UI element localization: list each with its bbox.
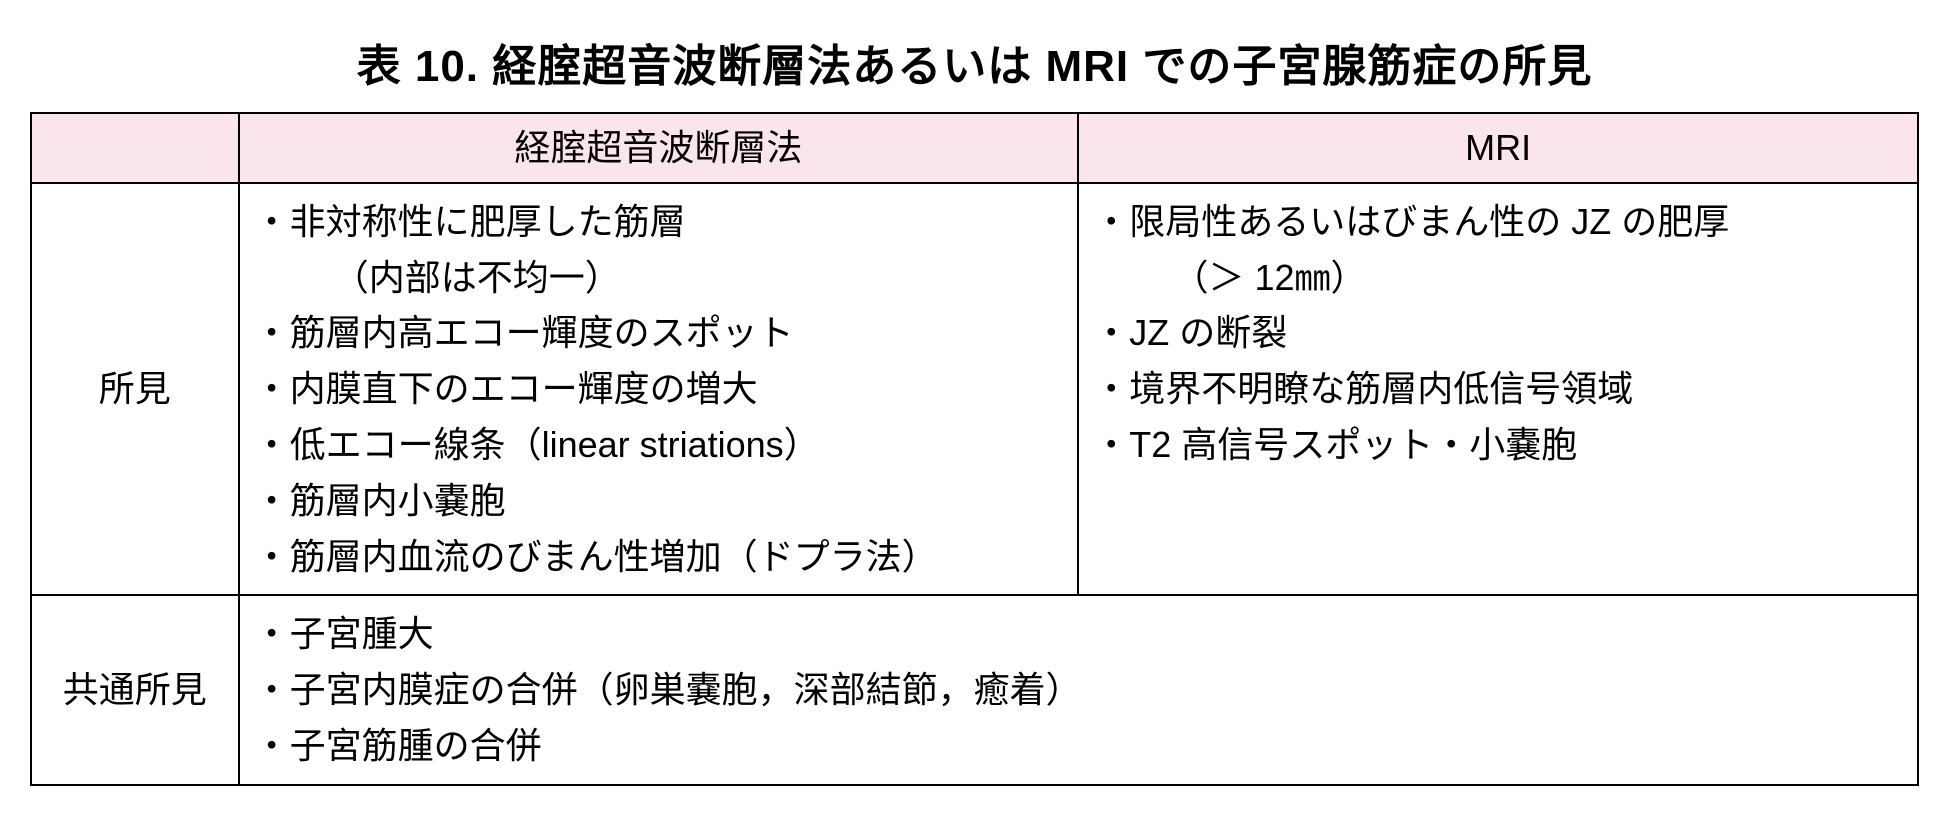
- list-item: 非対称性に肥厚した筋層（内部は不均一）: [254, 194, 1064, 306]
- list-item-sub: （内部は不均一）: [293, 250, 1063, 306]
- list-item: 子宮筋腫の合併: [254, 718, 1903, 774]
- header-usg: 経腟超音波断層法: [239, 113, 1079, 183]
- list-item: JZ の断裂: [1093, 305, 1903, 361]
- list-item: 内膜直下のエコー輝度の増大: [254, 361, 1064, 417]
- cell-usg-findings: 非対称性に肥厚した筋層（内部は不均一）筋層内高エコー輝度のスポット内膜直下のエコ…: [239, 183, 1079, 596]
- row-common: 共通所見 子宮腫大子宮内膜症の合併（卵巣嚢胞，深部結節，癒着）子宮筋腫の合併: [31, 595, 1918, 784]
- list-item: 子宮腫大: [254, 606, 1903, 662]
- header-corner: [31, 113, 239, 183]
- cell-common-findings: 子宮腫大子宮内膜症の合併（卵巣嚢胞，深部結節，癒着）子宮筋腫の合併: [239, 595, 1918, 784]
- usg-findings-list: 非対称性に肥厚した筋層（内部は不均一）筋層内高エコー輝度のスポット内膜直下のエコ…: [254, 194, 1064, 585]
- header-row: 経腟超音波断層法 MRI: [31, 113, 1918, 183]
- list-item: 子宮内膜症の合併（卵巣嚢胞，深部結節，癒着）: [254, 662, 1903, 718]
- mri-findings-list: 限局性あるいはびまん性の JZ の肥厚（＞ 12㎜）JZ の断裂境界不明瞭な筋層…: [1093, 194, 1903, 473]
- list-item: 筋層内血流のびまん性増加（ドプラ法）: [254, 529, 1064, 585]
- list-item-sub: （＞ 12㎜）: [1133, 250, 1903, 306]
- cell-mri-findings: 限局性あるいはびまん性の JZ の肥厚（＞ 12㎜）JZ の断裂境界不明瞭な筋層…: [1078, 183, 1918, 596]
- list-item: 限局性あるいはびまん性の JZ の肥厚（＞ 12㎜）: [1093, 194, 1903, 306]
- list-item: 筋層内小嚢胞: [254, 473, 1064, 529]
- row-common-label: 共通所見: [31, 595, 239, 784]
- list-item: T2 高信号スポット・小嚢胞: [1093, 417, 1903, 473]
- list-item: 低エコー線条（linear striations）: [254, 417, 1064, 473]
- row-findings: 所見 非対称性に肥厚した筋層（内部は不均一）筋層内高エコー輝度のスポット内膜直下…: [31, 183, 1918, 596]
- list-item: 境界不明瞭な筋層内低信号領域: [1093, 361, 1903, 417]
- common-findings-list: 子宮腫大子宮内膜症の合併（卵巣嚢胞，深部結節，癒着）子宮筋腫の合併: [254, 606, 1903, 773]
- findings-table: 経腟超音波断層法 MRI 所見 非対称性に肥厚した筋層（内部は不均一）筋層内高エ…: [30, 112, 1919, 786]
- list-item: 筋層内高エコー輝度のスポット: [254, 305, 1064, 361]
- row-findings-label: 所見: [31, 183, 239, 596]
- header-mri: MRI: [1078, 113, 1918, 183]
- table-title: 表 10. 経腟超音波断層法あるいは MRI での子宮腺筋症の所見: [30, 30, 1919, 94]
